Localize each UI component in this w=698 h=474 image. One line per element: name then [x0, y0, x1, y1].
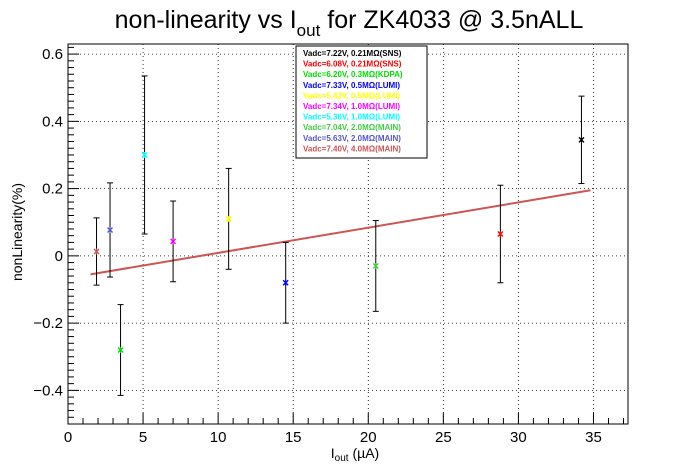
legend-entry: Vadc=7.33V, 0.5MΩ(LUMI) — [303, 81, 400, 90]
fit-line — [90, 189, 591, 276]
data-point — [107, 226, 114, 233]
legend-entry: Vadc=5.42V, 0.5MΩ(LUMI) — [303, 91, 400, 100]
legend-entry: Vadc=5.36V, 1.0MΩ(LUMI) — [303, 113, 400, 122]
legend-box — [295, 45, 428, 159]
legend-entry: Vadc=7.04V, 2.0MΩ(MAIN) — [303, 123, 401, 132]
data-point — [225, 215, 232, 222]
legend-entry: Vadc=6.20V, 0.3MΩ(KDPA) — [303, 70, 403, 79]
x-tick-label: 30 — [510, 429, 527, 446]
y-tick-label: 0.2 — [42, 181, 63, 198]
x-tick-label: 35 — [585, 429, 602, 446]
data-point — [93, 248, 100, 255]
x-tick-label: 25 — [435, 429, 452, 446]
legend-entry: Vadc=7.34V, 1.0MΩ(LUMI) — [303, 102, 400, 111]
y-tick-label: 0.4 — [42, 113, 63, 130]
y-tick-label: −0.4 — [33, 382, 63, 399]
y-tick-label: 0.6 — [42, 46, 63, 63]
legend: Vadc=7.22V, 0.21MΩ(SNS) Vadc=6.08V, 0.21M… — [295, 45, 428, 159]
x-axis-label: Iout (µA) — [331, 445, 379, 464]
y-tick-label: 0 — [55, 248, 63, 265]
legend-entry: Vadc=5.63V, 2.0MΩ(MAIN) — [303, 134, 401, 143]
legend-entry: Vadc=7.22V, 0.21MΩ(SNS) — [303, 49, 402, 58]
x-tick-label: 15 — [285, 429, 302, 446]
legend-entry: Vadc=7.40V, 4.0MΩ(MAIN) — [303, 144, 401, 153]
data-point — [170, 238, 177, 245]
data-point — [497, 231, 504, 237]
x-tick-label: 20 — [360, 429, 377, 446]
data-point — [117, 347, 124, 354]
data-point — [372, 262, 379, 269]
data-point — [282, 279, 289, 286]
data-point — [578, 136, 585, 143]
chart-title: non-linearity vs Iout for ZK4033 @ 3.5nA… — [115, 6, 584, 40]
x-tick-label: 0 — [64, 429, 72, 446]
plot-frame — [67, 43, 629, 425]
y-axis-label: nonLinearity(%) — [9, 183, 25, 281]
data-point — [141, 151, 148, 158]
plot-area: 0 5 10 15 20 25 30 35 −0.4 −0.2 0 0.2 0.4 0.6 — [33, 43, 629, 446]
x-tick-label: 10 — [210, 429, 227, 446]
x-tick-label: 5 — [139, 429, 147, 446]
y-tick-label: −0.2 — [33, 315, 63, 332]
legend-entry: Vadc=6.08V, 0.21MΩ(SNS) — [303, 60, 402, 69]
